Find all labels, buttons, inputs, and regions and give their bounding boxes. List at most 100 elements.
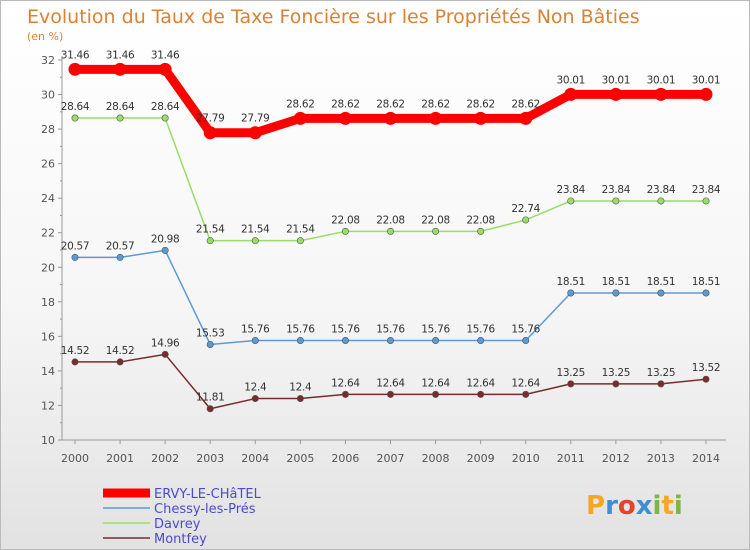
chart-title: Evolution du Taux de Taxe Foncière sur l… [27, 6, 640, 28]
data-label: 15.76 [376, 324, 405, 336]
data-label: 15.76 [511, 324, 540, 336]
data-label: 21.54 [196, 224, 225, 236]
data-label: 21.54 [241, 224, 270, 236]
data-point [296, 237, 304, 245]
data-label: 12.64 [376, 377, 405, 389]
y-tick-label: 22 [41, 227, 55, 240]
y-tick-label: 18 [41, 296, 55, 309]
data-label: 28.62 [376, 98, 405, 110]
data-label: 22.08 [331, 214, 360, 226]
data-point [609, 87, 623, 101]
x-tick-label: 2014 [692, 452, 720, 465]
y-tick-label: 32 [41, 54, 55, 67]
data-label: 15.76 [466, 324, 495, 336]
data-point [71, 114, 79, 122]
data-label: 31.46 [61, 49, 90, 61]
data-label: 21.54 [286, 224, 315, 236]
data-label: 28.62 [421, 98, 450, 110]
data-label: 28.62 [511, 98, 540, 110]
data-point [206, 237, 214, 245]
data-point [386, 227, 394, 235]
series-points [68, 62, 713, 413]
y-tick-label: 10 [41, 434, 55, 447]
data-label: 23.84 [602, 184, 631, 196]
data-point [432, 337, 440, 345]
data-point [702, 197, 710, 205]
data-point [338, 111, 352, 125]
data-point [341, 337, 349, 345]
data-point [68, 62, 82, 76]
data-point [116, 253, 124, 261]
data-label: 12.4 [244, 382, 267, 394]
data-point [432, 390, 440, 398]
legend-label: Chessy-les-Prés [154, 502, 256, 517]
data-label: 15.76 [331, 324, 360, 336]
y-tick-label: 24 [41, 192, 55, 205]
proxiti-logo: Proxiti [586, 491, 683, 521]
data-point [206, 340, 214, 348]
data-point [71, 358, 79, 366]
data-label: 12.4 [289, 382, 312, 394]
data-label: 18.51 [647, 276, 676, 288]
x-tick-label: 2012 [602, 452, 630, 465]
data-point [519, 111, 533, 125]
logo-letter: o [618, 491, 636, 521]
logo-letter: t [661, 491, 673, 521]
x-tick-label: 2009 [467, 452, 495, 465]
data-point [657, 380, 665, 388]
data-label: 22.08 [421, 214, 450, 226]
data-point [203, 126, 217, 140]
x-tick-label: 2011 [557, 452, 585, 465]
data-label: 15.76 [421, 324, 450, 336]
legend: ERVY-LE-CHâTELChessy-les-PrésDavreyMontf… [103, 487, 262, 547]
data-point [612, 380, 620, 388]
data-label: 28.62 [331, 98, 360, 110]
data-label: 27.79 [241, 113, 270, 125]
data-label: 12.64 [421, 377, 450, 389]
legend-label: Montfey [154, 532, 207, 547]
data-point [702, 375, 710, 383]
data-label: 30.01 [602, 74, 631, 86]
data-label: 31.46 [151, 49, 180, 61]
x-tick-label: 2010 [512, 452, 540, 465]
data-label: 15.76 [241, 324, 270, 336]
data-label: 30.01 [692, 74, 721, 86]
data-point [161, 114, 169, 122]
data-point [251, 395, 259, 403]
data-label: 30.01 [557, 74, 586, 86]
data-label: 22.08 [466, 214, 495, 226]
data-point [296, 395, 304, 403]
data-point [567, 197, 575, 205]
data-label: 14.52 [106, 345, 135, 357]
data-label: 28.62 [286, 98, 315, 110]
data-label: 13.25 [557, 367, 586, 379]
data-label: 23.84 [557, 184, 586, 196]
data-label: 18.51 [602, 276, 631, 288]
data-point [251, 337, 259, 345]
data-point [116, 358, 124, 366]
x-tick-label: 2004 [241, 452, 269, 465]
data-point [386, 390, 394, 398]
x-tick-label: 2000 [61, 452, 89, 465]
data-label: 23.84 [647, 184, 676, 196]
x-tick-label: 2008 [422, 452, 450, 465]
data-point [158, 62, 172, 76]
legend-label: Davrey [154, 517, 201, 532]
data-point [477, 390, 485, 398]
x-tick-label: 2006 [331, 452, 359, 465]
data-label: 18.51 [692, 276, 721, 288]
data-label: 14.52 [61, 345, 90, 357]
data-label: 11.81 [196, 392, 225, 404]
data-point [699, 87, 713, 101]
data-label: 18.51 [557, 276, 586, 288]
data-point [206, 405, 214, 413]
data-label: 28.62 [466, 98, 495, 110]
data-label: 15.76 [286, 324, 315, 336]
y-tick-label: 28 [41, 123, 55, 136]
logo-letter: r [605, 491, 618, 521]
data-point [384, 111, 397, 125]
data-point [654, 87, 668, 101]
data-point [341, 227, 349, 235]
data-label: 28.64 [61, 101, 90, 113]
